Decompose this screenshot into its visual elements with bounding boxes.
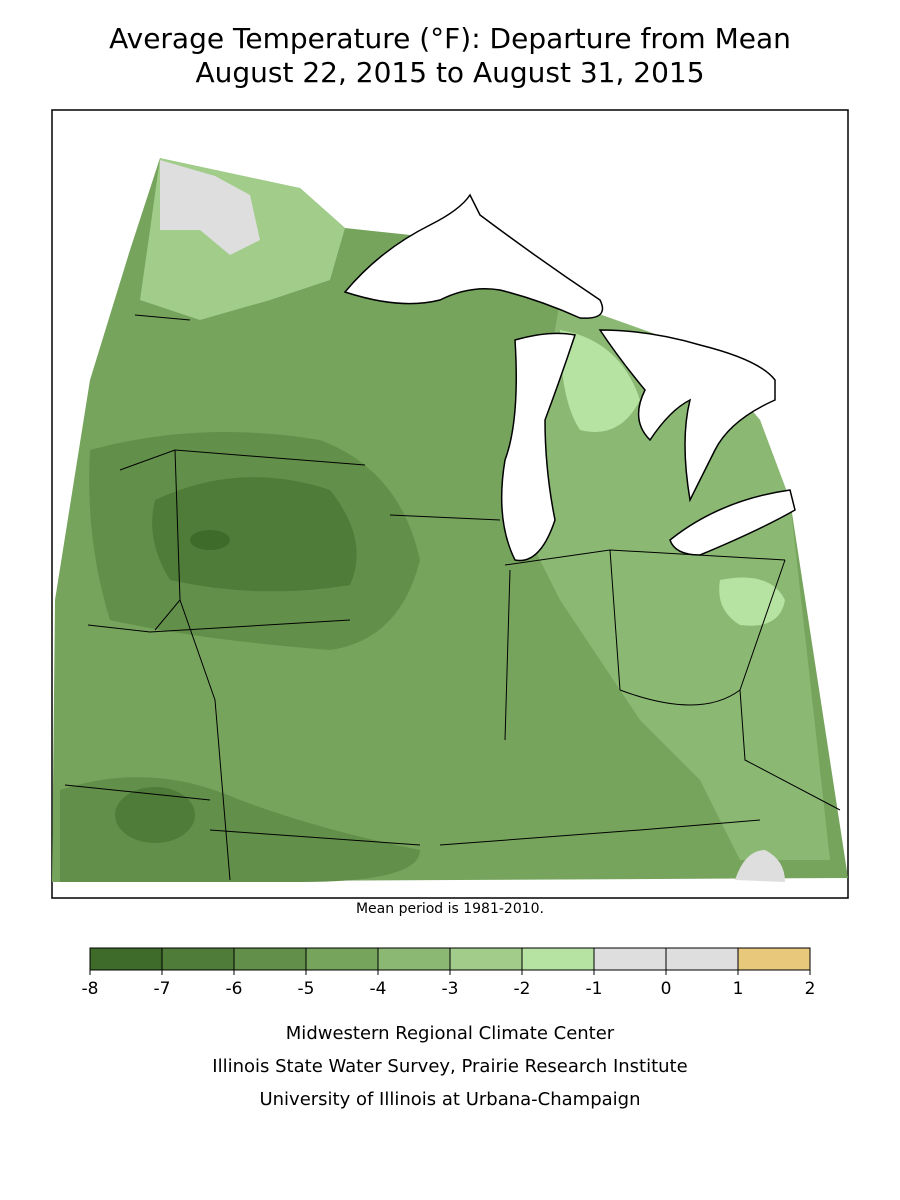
credit-line: Midwestern Regional Climate Center bbox=[286, 1023, 615, 1044]
credit-line: Illinois State Water Survey, Prairie Res… bbox=[212, 1056, 687, 1077]
legend-tick-label: -4 bbox=[370, 979, 387, 999]
legend-swatch bbox=[521, 947, 595, 971]
lake-huron bbox=[598, 329, 776, 503]
title-line: Average Temperature (°F): Departure from… bbox=[109, 22, 791, 55]
legend-swatch bbox=[665, 947, 739, 971]
zone-darker bbox=[115, 787, 195, 843]
zone-darkest bbox=[190, 530, 230, 550]
legend-tick-label: -8 bbox=[82, 979, 99, 999]
note: Mean period is 1981-2010. bbox=[356, 901, 544, 917]
zone-gray bbox=[160, 160, 260, 255]
state-lines bbox=[64, 314, 841, 881]
legend-tick-label: 1 bbox=[733, 979, 744, 999]
title-line: August 22, 2015 to August 31, 2015 bbox=[195, 56, 704, 89]
credit-line: University of Illinois at Urbana-Champai… bbox=[259, 1089, 640, 1110]
legend-tick-label: -2 bbox=[514, 979, 531, 999]
zone-darker bbox=[152, 477, 357, 592]
legend-swatch bbox=[161, 947, 235, 971]
legend-swatch bbox=[737, 947, 811, 971]
legend-tick-label: 0 bbox=[661, 979, 672, 999]
lake-erie bbox=[669, 489, 796, 556]
legend-tick-label: -6 bbox=[226, 979, 243, 999]
legend-swatch bbox=[233, 947, 307, 971]
zone-gray bbox=[735, 850, 785, 882]
map bbox=[51, 109, 849, 899]
lake-michigan bbox=[500, 332, 576, 562]
legend-tick-label: -1 bbox=[586, 979, 603, 999]
zone-light bbox=[520, 300, 830, 860]
zone-lightest bbox=[560, 330, 640, 432]
legend-swatch bbox=[305, 947, 379, 971]
lake-superior bbox=[343, 193, 604, 319]
legend-tick-label: -7 bbox=[154, 979, 171, 999]
legend-tick-label: -5 bbox=[298, 979, 315, 999]
legend-tick-label: -3 bbox=[442, 979, 459, 999]
legend-swatch bbox=[89, 947, 163, 971]
legend-tick-label: 2 bbox=[805, 979, 816, 999]
legend-swatch bbox=[449, 947, 523, 971]
zone-lightest bbox=[719, 577, 785, 626]
legend-swatch bbox=[377, 947, 451, 971]
legend-swatch bbox=[593, 947, 667, 971]
